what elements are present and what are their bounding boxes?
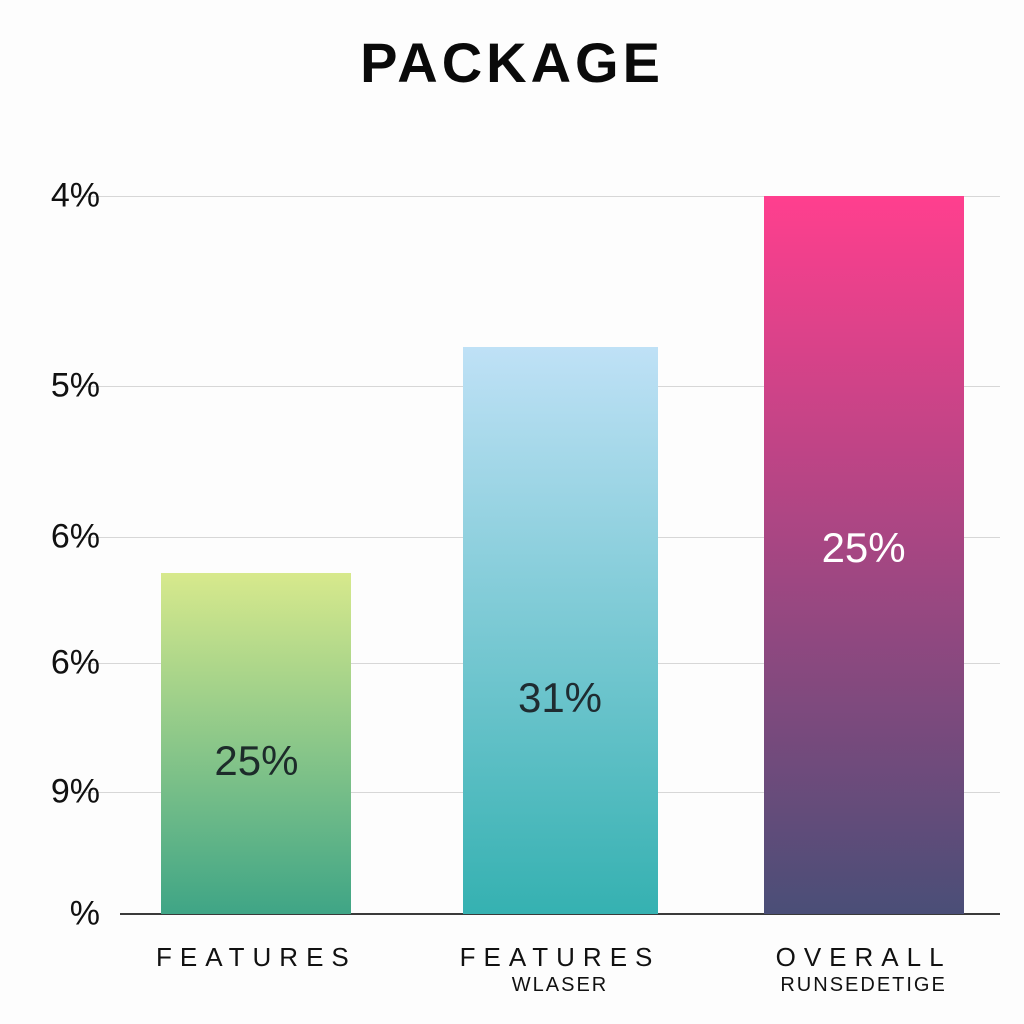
x-tick-label: OVERALL — [776, 942, 952, 973]
bar-features-1: 25% — [161, 573, 351, 914]
y-tick-label: 5% — [51, 367, 100, 406]
x-tick-label: FEATURES — [460, 942, 661, 973]
bar-overall: 25% — [764, 196, 964, 914]
y-tick-label: % — [70, 895, 100, 934]
bar-features-2: 31% — [463, 347, 658, 914]
y-tick-label: 6% — [51, 518, 100, 557]
plot-area: 4% 5% 6% 6% 9% % 25% 31% 25% FEATURES FE… — [120, 196, 1000, 914]
x-tick-label: FEATURES — [156, 942, 357, 973]
bar-value-label: 25% — [764, 524, 964, 572]
bar-value-label: 31% — [463, 674, 658, 722]
x-tick-sublabel: RUNSEDETIGE — [780, 974, 946, 997]
y-tick-label: 6% — [51, 643, 100, 682]
y-tick-label: 9% — [51, 772, 100, 811]
chart-title: PACKAGE — [0, 30, 1024, 95]
x-tick-sublabel: WLASER — [512, 974, 608, 997]
bar-value-label: 25% — [161, 737, 351, 785]
y-tick-label: 4% — [51, 177, 100, 216]
